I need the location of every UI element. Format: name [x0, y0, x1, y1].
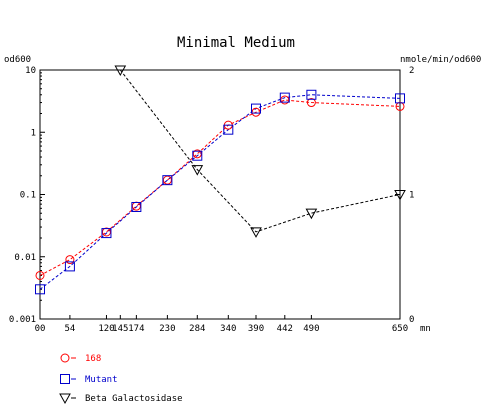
data-point — [114, 65, 127, 77]
data-point — [65, 255, 75, 265]
x-tick-label: 54 — [64, 324, 75, 334]
data-point — [306, 89, 317, 100]
data-point — [305, 208, 318, 220]
y-left-tick-label: 0.001 — [9, 315, 36, 325]
series-line — [39, 99, 401, 276]
x-axis-label: mn — [420, 324, 431, 334]
legend-marker — [59, 393, 71, 405]
data-point — [192, 150, 203, 161]
data-point — [131, 201, 142, 212]
y-left-axis-ticks: 10 1 0.1 0.01 0.001 — [9, 66, 45, 325]
data-point — [395, 93, 405, 104]
y-right-tick-label: 0 — [409, 315, 414, 325]
y-left-tick-label: 1 — [31, 128, 36, 138]
x-tick-label: 120 — [98, 324, 114, 334]
legend-marker — [60, 353, 70, 363]
y-right-label: nmole/min/od600 — [400, 55, 481, 65]
legend-label: 168 — [85, 354, 101, 364]
y-left-label: od600 — [4, 55, 31, 65]
data-point — [306, 98, 316, 108]
data-point — [251, 103, 261, 114]
data-point — [223, 124, 234, 135]
series-line — [119, 69, 401, 233]
y-left-tick-label: 0.1 — [20, 191, 36, 201]
x-tick-label: 145 — [112, 324, 128, 334]
data-point — [394, 190, 406, 201]
x-tick-label: 650 — [392, 324, 408, 334]
x-tick-label: 390 — [248, 324, 264, 334]
plot-frame — [39, 69, 401, 320]
data-point — [35, 284, 45, 295]
x-tick-label: 284 — [189, 324, 205, 334]
data-point — [191, 165, 204, 176]
data-point — [35, 270, 45, 280]
y-right-tick-label: 1 — [409, 191, 414, 201]
x-tick-label: 490 — [303, 324, 319, 334]
series-lines — [39, 69, 401, 290]
legend-label: Beta Galactosidase — [85, 394, 183, 404]
chart-title: Minimal Medium — [177, 35, 295, 51]
legend-marker — [60, 374, 70, 384]
y-right-tick-label: 2 — [409, 66, 414, 76]
data-point — [101, 228, 112, 239]
legend-label: Mutant — [85, 375, 118, 385]
y-left-tick-label: 0.01 — [14, 253, 36, 263]
data-point — [64, 261, 75, 272]
data-point — [250, 227, 262, 238]
data-point — [279, 92, 290, 103]
x-tick-label: 230 — [159, 324, 175, 334]
data-point — [162, 175, 173, 186]
y-left-tick-label: 10 — [25, 66, 36, 76]
x-tick-label: 00 — [35, 324, 46, 334]
data-point — [101, 227, 111, 237]
data-point — [131, 201, 141, 211]
x-tick-label: 442 — [277, 324, 293, 334]
legend: 168 Mutant Beta Galactosidase — [59, 353, 183, 405]
series-markers — [35, 65, 406, 295]
y-right-axis-ticks: 2 1 0 — [395, 66, 414, 325]
x-tick-label: 174 — [128, 324, 144, 334]
x-tick-label: 340 — [220, 324, 236, 334]
series-line — [39, 94, 401, 290]
